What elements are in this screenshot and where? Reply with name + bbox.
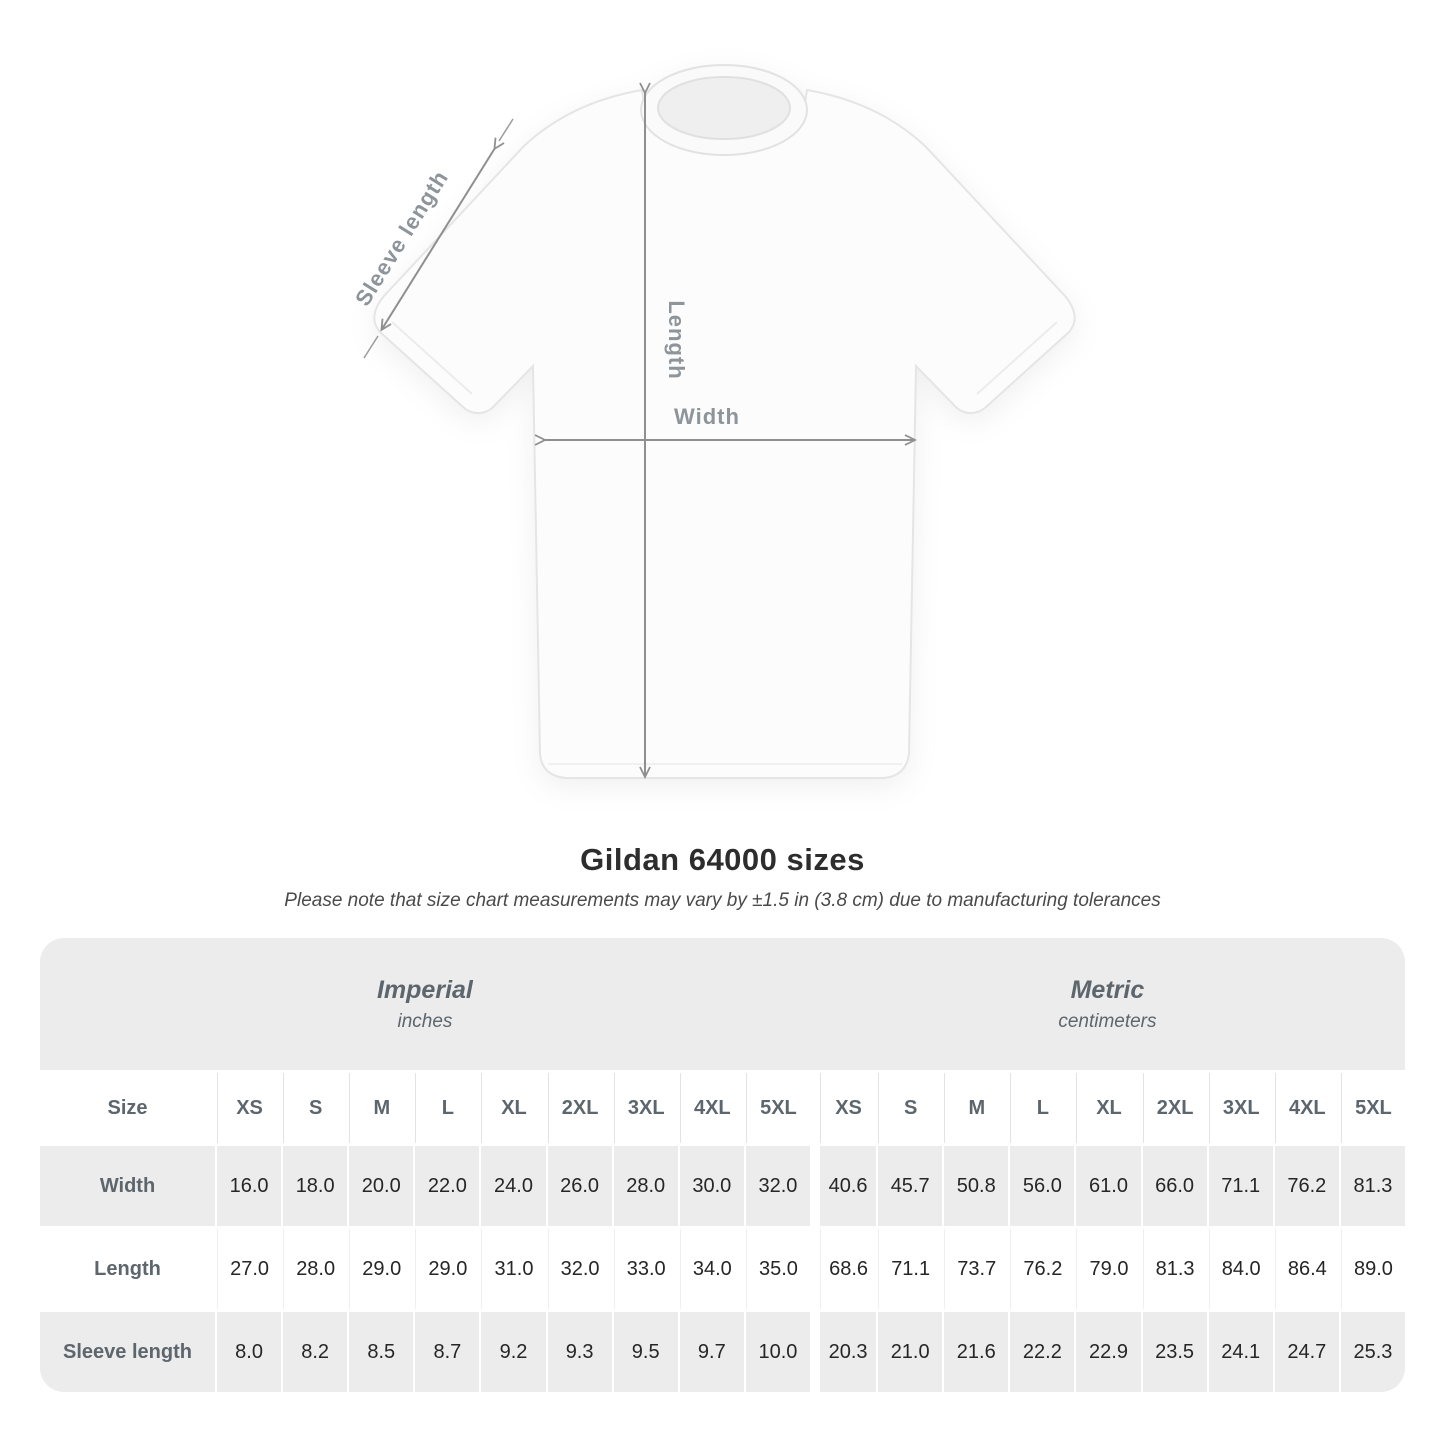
- metric-header: Metric centimeters: [810, 976, 1405, 1033]
- value-cell-imperial: 32.0: [745, 1146, 810, 1226]
- value-cell-imperial: 16.0: [217, 1146, 282, 1226]
- tshirt-illustration: Length Width Sleeve length: [350, 64, 1076, 779]
- size-column-header: Size: [40, 1073, 215, 1143]
- size-header-metric-l: L: [1010, 1073, 1075, 1143]
- collar-opening: [657, 76, 791, 140]
- length-label: Length: [664, 300, 689, 379]
- value-cell-imperial: 20.0: [349, 1146, 414, 1226]
- size-chart-table: Imperial inches Metric centimeters Size X…: [40, 938, 1405, 1392]
- row-label-sleeve-length: Sleeve length: [40, 1312, 215, 1392]
- value-cell-metric: 45.7: [878, 1146, 943, 1226]
- imperial-unit: inches: [397, 1010, 453, 1032]
- value-cell-metric: 73.7: [944, 1229, 1009, 1309]
- tshirt-measurement-diagram: Length Width Sleeve length: [350, 64, 1076, 779]
- page-title: Gildan 64000 sizes: [580, 842, 865, 877]
- value-cell-imperial: 9.7: [679, 1312, 744, 1392]
- value-cell-imperial: 31.0: [481, 1229, 546, 1309]
- size-header-imperial-3xl: 3XL: [613, 1073, 678, 1143]
- size-header-metric-3xl: 3XL: [1208, 1073, 1273, 1143]
- value-cell-metric: 20.3: [820, 1312, 877, 1392]
- size-header-metric-xs: XS: [820, 1073, 877, 1143]
- unit-header-band: Imperial inches Metric centimeters: [40, 938, 1405, 1070]
- value-cell-imperial: 22.0: [415, 1146, 480, 1226]
- row-label-length: Length: [40, 1229, 215, 1309]
- value-cell-imperial: 8.7: [415, 1312, 480, 1392]
- width-label: Width: [674, 404, 740, 429]
- value-cell-imperial: 8.2: [283, 1312, 348, 1392]
- imperial-title: Imperial: [376, 975, 473, 1004]
- tshirt-shape: [373, 64, 1076, 779]
- value-cell-imperial: 35.0: [745, 1229, 810, 1309]
- value-cell-metric: 81.3: [1142, 1229, 1207, 1309]
- value-cell-metric: 56.0: [1010, 1146, 1075, 1226]
- value-cell-imperial: 34.0: [679, 1229, 744, 1309]
- size-header-metric-4xl: 4XL: [1274, 1073, 1339, 1143]
- value-cell-metric: 79.0: [1076, 1229, 1141, 1309]
- value-cell-metric: 25.3: [1340, 1312, 1405, 1392]
- value-cell-metric: 76.2: [1010, 1229, 1075, 1309]
- row-label-width: Width: [40, 1146, 215, 1226]
- tolerance-note: Please note that size chart measurements…: [284, 890, 1161, 911]
- metric-title: Metric: [1070, 975, 1145, 1004]
- value-cell-metric: 24.1: [1208, 1312, 1273, 1392]
- size-header-metric-5xl: 5XL: [1340, 1073, 1405, 1143]
- value-cell-metric: 23.5: [1142, 1312, 1207, 1392]
- size-header-imperial-l: L: [415, 1073, 480, 1143]
- value-cell-metric: 84.0: [1208, 1229, 1273, 1309]
- value-cell-imperial: 24.0: [481, 1146, 546, 1226]
- value-cell-imperial: 8.5: [349, 1312, 414, 1392]
- width-arrow: Width: [544, 404, 914, 440]
- value-cell-imperial: 28.0: [613, 1146, 678, 1226]
- size-header-imperial-xs: XS: [217, 1073, 282, 1143]
- value-cell-metric: 50.8: [944, 1146, 1009, 1226]
- value-cell-metric: 71.1: [1208, 1146, 1273, 1226]
- value-cell-imperial: 8.0: [217, 1312, 282, 1392]
- size-header-metric-s: S: [878, 1073, 943, 1143]
- value-cell-imperial: 29.0: [349, 1229, 414, 1309]
- value-cell-imperial: 27.0: [217, 1229, 282, 1309]
- value-cell-metric: 68.6: [820, 1229, 877, 1309]
- value-cell-metric: 86.4: [1274, 1229, 1339, 1309]
- size-header-imperial-2xl: 2XL: [547, 1073, 612, 1143]
- value-cell-metric: 40.6: [820, 1146, 877, 1226]
- size-header-metric-xl: XL: [1076, 1073, 1141, 1143]
- value-cell-imperial: 18.0: [283, 1146, 348, 1226]
- value-cell-metric: 21.0: [878, 1312, 943, 1392]
- size-header-imperial-5xl: 5XL: [745, 1073, 810, 1143]
- value-cell-imperial: 30.0: [679, 1146, 744, 1226]
- value-cell-imperial: 9.2: [481, 1312, 546, 1392]
- value-cell-metric: 66.0: [1142, 1146, 1207, 1226]
- value-cell-metric: 71.1: [878, 1229, 943, 1309]
- value-cell-metric: 61.0: [1076, 1146, 1141, 1226]
- value-cell-metric: 76.2: [1274, 1146, 1339, 1226]
- metric-unit: centimeters: [1058, 1010, 1157, 1032]
- value-cell-imperial: 26.0: [547, 1146, 612, 1226]
- size-header-imperial-xl: XL: [481, 1073, 546, 1143]
- value-cell-metric: 81.3: [1340, 1146, 1405, 1226]
- value-cell-metric: 24.7: [1274, 1312, 1339, 1392]
- value-cell-imperial: 32.0: [547, 1229, 612, 1309]
- size-header-imperial-s: S: [283, 1073, 348, 1143]
- value-cell-metric: 22.9: [1076, 1312, 1141, 1392]
- value-cell-imperial: 29.0: [415, 1229, 480, 1309]
- value-cell-imperial: 33.0: [613, 1229, 678, 1309]
- value-cell-imperial: 28.0: [283, 1229, 348, 1309]
- imperial-header: Imperial inches: [40, 976, 810, 1033]
- value-cell-metric: 22.2: [1010, 1312, 1075, 1392]
- size-header-metric-2xl: 2XL: [1142, 1073, 1207, 1143]
- size-header-metric-m: M: [944, 1073, 1009, 1143]
- length-arrow: Length: [645, 92, 689, 776]
- value-cell-imperial: 9.3: [547, 1312, 612, 1392]
- value-cell-imperial: 9.5: [613, 1312, 678, 1392]
- value-cell-imperial: 10.0: [745, 1312, 810, 1392]
- size-header-imperial-m: M: [349, 1073, 414, 1143]
- value-cell-metric: 89.0: [1340, 1229, 1405, 1309]
- value-cell-metric: 21.6: [944, 1312, 1009, 1392]
- size-header-imperial-4xl: 4XL: [679, 1073, 744, 1143]
